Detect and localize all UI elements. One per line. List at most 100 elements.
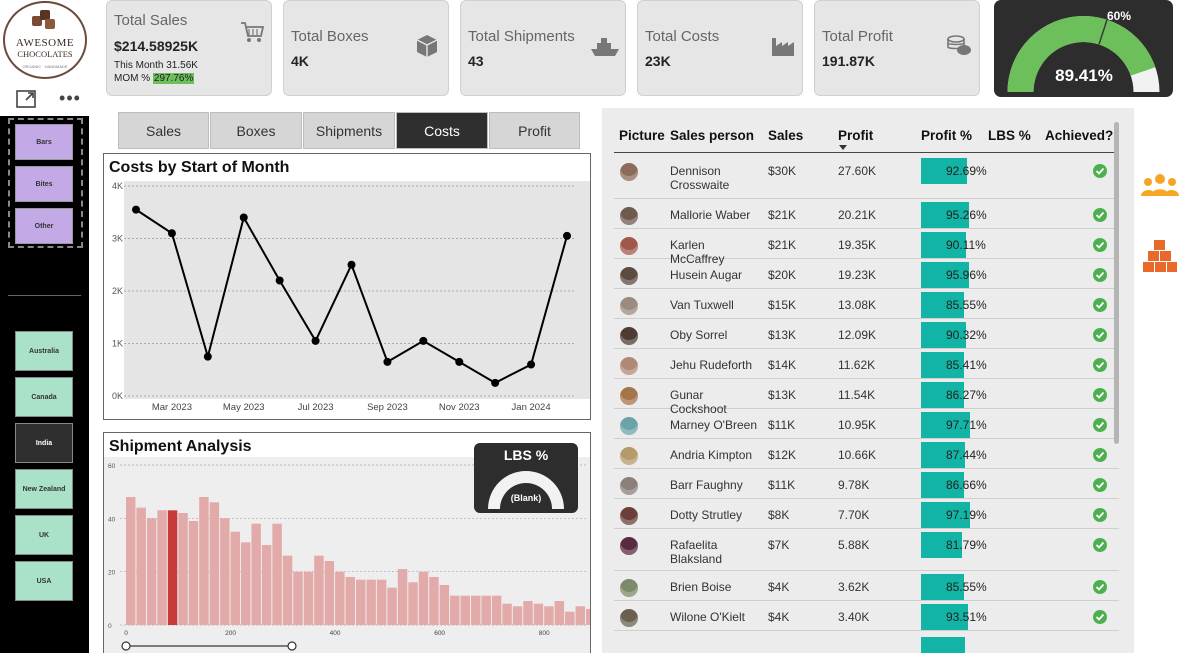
histogram-bar[interactable]: [418, 571, 429, 625]
histogram-bar[interactable]: [230, 531, 240, 625]
histogram-bar[interactable]: [397, 569, 408, 625]
histogram-bar[interactable]: [481, 595, 491, 625]
histogram-bar[interactable]: [146, 518, 157, 625]
histogram-bar[interactable]: [376, 579, 387, 625]
table-row[interactable]: Rafaelita Blaksland $7K 5.88K 81.79%: [614, 529, 1119, 571]
histogram-bar[interactable]: [575, 606, 585, 625]
table-scrollbar[interactable]: [1114, 122, 1119, 444]
geo-button-australia[interactable]: Australia: [15, 331, 73, 371]
geo-button-uk[interactable]: UK: [15, 515, 73, 555]
table-row[interactable]: Husein Augar $20K 19.23K 95.96%: [614, 259, 1119, 289]
col-header-picture[interactable]: Picture: [619, 128, 665, 143]
histogram-bar[interactable]: [241, 542, 251, 625]
histogram-bar[interactable]: [439, 585, 450, 625]
category-button-other[interactable]: Other: [15, 208, 73, 244]
histogram-bar[interactable]: [199, 497, 209, 625]
col-header-profit[interactable]: Profit: [838, 128, 874, 143]
more-options-icon[interactable]: •••: [59, 88, 81, 108]
col-header-sales[interactable]: Sales: [768, 128, 804, 143]
table-row[interactable]: Andria Kimpton $12K 10.66K 87.44%: [614, 439, 1119, 469]
histogram-bar[interactable]: [544, 606, 554, 625]
histogram-bar[interactable]: [523, 601, 533, 625]
data-point[interactable]: [527, 360, 536, 369]
data-point[interactable]: [491, 378, 500, 387]
histogram-bar[interactable]: [408, 582, 418, 625]
histogram-bar[interactable]: [293, 571, 303, 625]
geo-button-usa[interactable]: USA: [15, 561, 73, 601]
tab-sales[interactable]: Sales: [118, 112, 209, 149]
table-row[interactable]: Oby Sorrel $13K 12.09K 90.32%: [614, 319, 1119, 349]
histogram-bar[interactable]: [314, 555, 324, 625]
category-button-bites[interactable]: Bites: [15, 166, 73, 202]
histogram-bar[interactable]: [356, 579, 366, 625]
data-point[interactable]: [383, 357, 392, 366]
table-row[interactable]: Karlen McCaffrey $21K 19.35K 90.11%: [614, 229, 1119, 266]
histogram-bar[interactable]: [126, 497, 136, 625]
boxes-stack-icon[interactable]: [1142, 238, 1178, 274]
tab-costs[interactable]: Costs: [396, 112, 488, 149]
table-row[interactable]: Gunar Cockshoot $13K 11.54K 86.27%: [614, 379, 1119, 416]
data-point[interactable]: [167, 229, 176, 238]
col-header-profit-pct[interactable]: Profit %: [921, 128, 973, 143]
histogram-bar[interactable]: [450, 595, 460, 625]
table-row[interactable]: Marney O'Breen $11K 10.95K 97.71%: [614, 409, 1119, 439]
range-slider-end-handle[interactable]: [287, 641, 297, 651]
data-point[interactable]: [347, 260, 356, 269]
tab-shipments[interactable]: Shipments: [303, 112, 395, 149]
table-row[interactable]: Dotty Strutley $8K 7.70K 97.19%: [614, 499, 1119, 529]
table-row[interactable]: Barr Faughny $11K 9.78K 86.66%: [614, 469, 1119, 499]
histogram-bar[interactable]: [460, 595, 470, 625]
histogram-bar[interactable]: [272, 523, 282, 625]
category-button-bars[interactable]: Bars: [15, 124, 73, 160]
table-row[interactable]: Mallorie Waber $21K 20.21K 95.26%: [614, 199, 1119, 229]
geo-button-india[interactable]: India: [15, 423, 73, 463]
histogram-bar[interactable]: [324, 561, 335, 625]
histogram-bar[interactable]: [565, 611, 575, 625]
histogram-bar[interactable]: [502, 603, 512, 625]
histogram-bar[interactable]: [387, 587, 397, 625]
data-point[interactable]: [311, 336, 320, 345]
histogram-bar[interactable]: [366, 579, 376, 625]
table-row[interactable]: Dennison Crosswaite $30K 27.60K 92.69%: [614, 155, 1119, 199]
histogram-bar[interactable]: [157, 510, 167, 625]
data-point[interactable]: [419, 336, 428, 345]
focus-mode-icon[interactable]: [14, 88, 38, 110]
histogram-bar[interactable]: [586, 609, 590, 625]
tab-boxes[interactable]: Boxes: [210, 112, 302, 149]
histogram-bar[interactable]: [429, 577, 439, 625]
histogram-bar[interactable]: [282, 555, 293, 625]
geo-button-new-zealand[interactable]: New Zealand: [15, 469, 73, 509]
histogram-bar[interactable]: [554, 601, 565, 625]
data-point[interactable]: [239, 213, 248, 222]
histogram-bar[interactable]: [261, 545, 272, 625]
histogram-bar[interactable]: [533, 603, 544, 625]
people-group-icon[interactable]: [1140, 172, 1179, 198]
col-header-sales-person[interactable]: Sales person: [670, 128, 755, 143]
histogram-bar[interactable]: [335, 571, 345, 625]
histogram-bar[interactable]: [512, 606, 523, 625]
histogram-bar[interactable]: [251, 523, 261, 625]
table-row[interactable]: Wilone O'Kielt $4K 3.40K 93.51%: [614, 601, 1119, 631]
range-slider-start-handle[interactable]: [121, 641, 131, 651]
data-point[interactable]: [455, 357, 464, 366]
histogram-bar[interactable]: [303, 571, 314, 625]
col-header-achieved[interactable]: Achieved?: [1045, 128, 1114, 143]
histogram-bar[interactable]: [178, 513, 188, 625]
col-header-lbs-pct[interactable]: LBS %: [988, 128, 1031, 143]
histogram-bar[interactable]: [471, 595, 481, 625]
table-row[interactable]: Van Tuxwell $15K 13.08K 85.55%: [614, 289, 1119, 319]
data-point[interactable]: [132, 205, 140, 214]
tab-profit[interactable]: Profit: [489, 112, 580, 149]
geo-button-canada[interactable]: Canada: [15, 377, 73, 417]
histogram-bar[interactable]: [491, 595, 502, 625]
data-point[interactable]: [203, 352, 212, 361]
histogram-bar[interactable]: [188, 521, 199, 625]
histogram-bar[interactable]: [136, 507, 146, 625]
data-point[interactable]: [563, 231, 571, 240]
histogram-bar[interactable]: [209, 502, 220, 625]
histogram-bar[interactable]: [345, 577, 355, 625]
data-point[interactable]: [275, 276, 284, 285]
histogram-bar[interactable]: [220, 518, 230, 625]
table-row[interactable]: Jehu Rudeforth $14K 11.62K 85.41%: [614, 349, 1119, 379]
table-row[interactable]: Brien Boise $4K 3.62K 85.55%: [614, 571, 1119, 601]
